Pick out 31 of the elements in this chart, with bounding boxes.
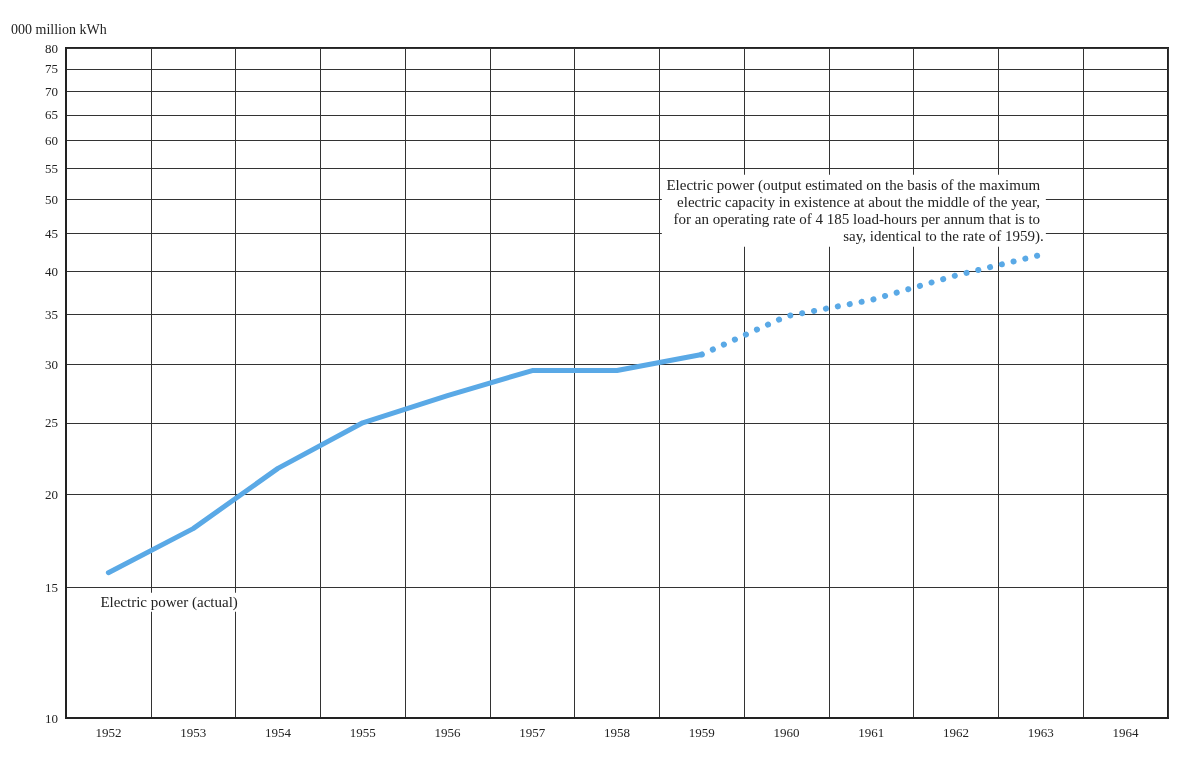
x-tick-label: 1953 [180, 725, 207, 740]
y-tick-label: 25 [45, 415, 58, 431]
y-axis-title: 000 million kWh [11, 21, 107, 37]
y-tick-label: 65 [45, 107, 58, 123]
x-tick-label: 1960 [773, 725, 800, 740]
y-tick-label: 30 [45, 356, 58, 372]
series-label: Electric power (output estimated on the basis of the maximum electric capacity in existence at about the middle of the year, for an operating rate of 4 185 load-hours per annum that is to say, identical to the rate of 1959). [666, 177, 1044, 246]
x-tick-label: 1958 [604, 725, 630, 740]
x-tick-label: 1964 [1112, 725, 1140, 740]
y-tick-label: 15 [45, 579, 58, 595]
x-tick-label: 1962 [943, 725, 970, 740]
y-tick-label: 40 [45, 263, 58, 279]
y-tick-label: 45 [45, 225, 58, 241]
x-tick-label: 1963 [1027, 725, 1054, 740]
x-tick-label: 1959 [688, 725, 715, 740]
x-tick-label: 1961 [858, 725, 885, 740]
x-tick-label: 1954 [264, 725, 292, 740]
y-tick-label: 10 [45, 710, 58, 726]
y-tick-label: 60 [45, 133, 58, 149]
x-tick-label: 1955 [349, 725, 376, 740]
y-tick-label: 70 [45, 83, 58, 99]
series-label: Electric power (actual) [100, 594, 238, 612]
y-tick-label: 55 [45, 161, 58, 177]
y-tick-label: 80 [45, 40, 58, 56]
x-tick-label: 1957 [519, 725, 546, 740]
y-tick-label: 50 [45, 191, 58, 207]
x-tick-label: 1956 [434, 725, 461, 740]
y-tick-label: 75 [45, 61, 58, 77]
y-tick-label: 35 [45, 306, 58, 322]
x-tick-label: 1952 [95, 725, 122, 740]
y-tick-label: 20 [45, 487, 58, 503]
